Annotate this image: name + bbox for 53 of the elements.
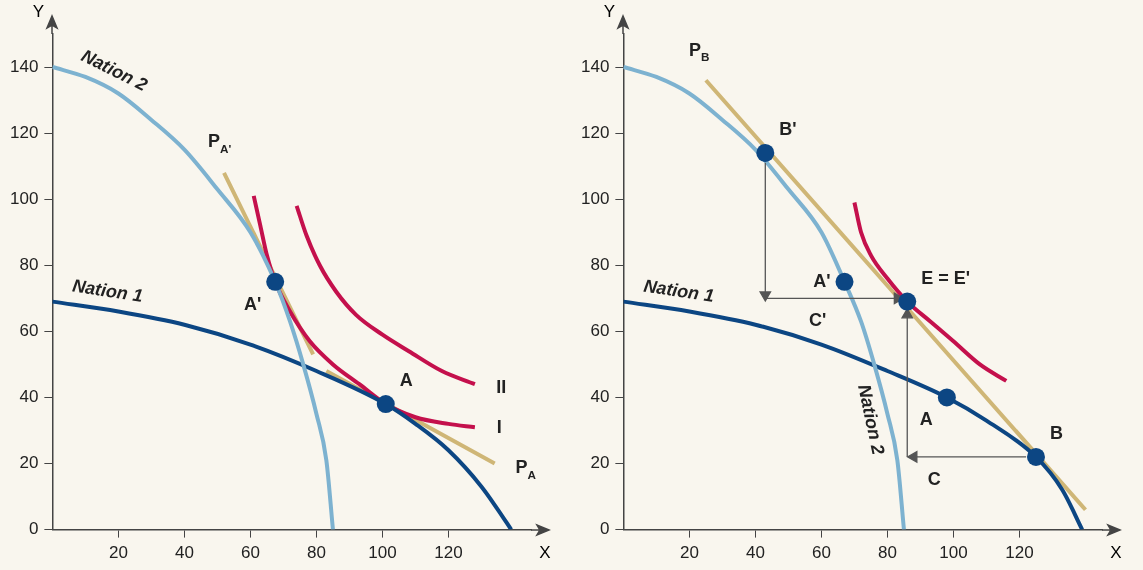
line-series bbox=[852, 200, 1009, 383]
line-series bbox=[294, 203, 477, 387]
y-tick-label: 100 bbox=[9, 188, 39, 208]
point bbox=[1026, 447, 1045, 466]
x-tick-label: 20 bbox=[108, 543, 128, 563]
y-tick-label: 100 bbox=[580, 188, 610, 208]
y-tick-label: 40 bbox=[19, 387, 39, 407]
text: Nation 1 bbox=[71, 275, 145, 306]
y-tick-label: 0 bbox=[28, 519, 39, 539]
y-tick-label: 20 bbox=[590, 453, 610, 473]
x-tick-label: 100 bbox=[368, 543, 397, 563]
y-tick-label: 20 bbox=[19, 453, 39, 473]
y-tick-label: 80 bbox=[590, 254, 610, 274]
line-series bbox=[623, 65, 906, 530]
x-tick-label: 120 bbox=[434, 543, 463, 563]
annotation: A bbox=[919, 409, 933, 430]
y-tick-label: 60 bbox=[19, 321, 39, 341]
annotation: A' bbox=[243, 293, 262, 314]
x-tick-label: 40 bbox=[745, 543, 765, 563]
y-axis-title: Y bbox=[603, 1, 616, 21]
text: Nation 2 bbox=[854, 382, 889, 457]
annotation: C bbox=[927, 468, 941, 489]
x-axis-title: X bbox=[539, 543, 551, 563]
annotation: A bbox=[399, 370, 413, 391]
point bbox=[835, 272, 854, 291]
x-axis-title: X bbox=[1110, 543, 1122, 563]
y-tick-label: 140 bbox=[580, 56, 610, 76]
y-tick-label: 60 bbox=[590, 321, 610, 341]
annotation: B bbox=[1049, 422, 1063, 443]
y-tick-label: 120 bbox=[9, 122, 39, 142]
y-tick-label: 80 bbox=[19, 254, 39, 274]
point bbox=[756, 143, 775, 162]
x-tick-label: 40 bbox=[174, 543, 194, 563]
series-label: II bbox=[496, 376, 507, 397]
point bbox=[937, 388, 956, 407]
x-tick-label: 20 bbox=[679, 543, 699, 563]
y-tick-label: 40 bbox=[590, 387, 610, 407]
x-tick-label: 80 bbox=[877, 543, 897, 563]
text: Nation 1 bbox=[642, 275, 716, 306]
annotation: E = E' bbox=[921, 267, 971, 288]
y-axis-title: Y bbox=[32, 1, 45, 21]
annotation: B' bbox=[779, 118, 797, 139]
annotation: A' bbox=[813, 270, 831, 291]
x-tick-label: 120 bbox=[1005, 543, 1034, 563]
x-tick-label: 60 bbox=[240, 543, 260, 563]
annotation: C' bbox=[809, 310, 827, 331]
x-tick-label: 60 bbox=[811, 543, 831, 563]
y-tick-label: 120 bbox=[580, 122, 610, 142]
x-tick-label: 80 bbox=[306, 543, 326, 563]
y-tick-label: 140 bbox=[9, 56, 39, 76]
series-label: I bbox=[496, 417, 502, 438]
y-tick-label: 0 bbox=[599, 519, 610, 539]
x-tick-label: 100 bbox=[939, 543, 968, 563]
